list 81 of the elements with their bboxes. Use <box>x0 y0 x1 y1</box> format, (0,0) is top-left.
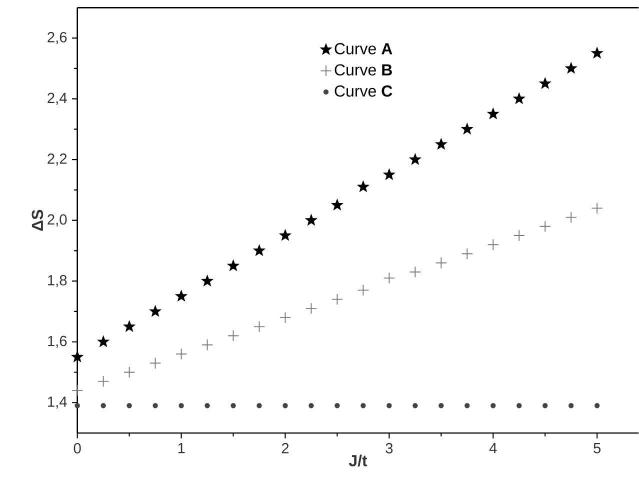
point <box>150 306 161 316</box>
point <box>98 336 109 347</box>
y-tick-label: 2,6 <box>48 32 67 44</box>
point <box>436 138 447 150</box>
y-tick-label: 1,6 <box>48 336 67 348</box>
point <box>175 348 188 360</box>
point <box>461 248 473 260</box>
legend-label: Curve C <box>334 85 392 97</box>
point <box>98 376 110 388</box>
point <box>568 403 574 408</box>
point <box>202 275 213 286</box>
x-tick-label: 0 <box>74 443 81 454</box>
legend-label: Curve A <box>334 43 392 54</box>
point <box>280 230 291 240</box>
point <box>227 330 240 342</box>
point <box>386 403 392 408</box>
point <box>331 294 344 306</box>
x-axis-title: J/t <box>348 454 368 466</box>
point <box>308 403 314 408</box>
point <box>435 257 447 269</box>
y-tick-label: 2,0 <box>48 214 67 226</box>
point <box>490 403 496 408</box>
point <box>256 403 262 408</box>
point <box>542 403 548 408</box>
point <box>358 181 369 192</box>
x-tick-label: 5 <box>594 443 601 454</box>
x-tick-label: 4 <box>489 443 497 454</box>
point <box>72 384 84 396</box>
point <box>488 108 499 119</box>
point <box>410 154 421 164</box>
legend-label: Curve B <box>334 64 392 76</box>
y-tick-label: 1,8 <box>48 275 67 288</box>
point <box>516 403 522 408</box>
y-tick-label: 2,2 <box>48 154 67 166</box>
point <box>282 403 288 408</box>
point <box>305 302 318 314</box>
point <box>228 260 239 271</box>
point <box>152 403 158 408</box>
point <box>409 266 421 278</box>
point <box>204 403 210 408</box>
point <box>201 339 214 351</box>
point <box>592 47 603 58</box>
y-axis-title: ΔS <box>32 210 44 231</box>
point <box>72 351 83 362</box>
point <box>540 78 551 88</box>
point <box>565 211 577 224</box>
point <box>253 320 266 332</box>
point <box>591 202 603 214</box>
point <box>384 168 395 180</box>
x-tick-label: 1 <box>178 443 185 454</box>
point <box>566 62 577 74</box>
point <box>126 403 132 408</box>
point <box>357 284 369 296</box>
y-tick-label: 1,4 <box>48 396 67 409</box>
point <box>254 244 265 256</box>
point <box>306 214 317 226</box>
point <box>360 403 366 408</box>
point <box>230 403 236 408</box>
point <box>412 403 418 408</box>
point <box>334 403 340 408</box>
point <box>594 403 600 408</box>
point <box>279 312 292 324</box>
point <box>438 403 444 408</box>
point <box>514 92 525 104</box>
point <box>124 366 136 378</box>
point <box>383 272 395 284</box>
point <box>464 403 470 408</box>
point <box>176 290 187 302</box>
point <box>74 403 80 408</box>
point <box>332 199 343 210</box>
point <box>149 357 162 369</box>
point <box>539 220 551 232</box>
point <box>100 403 106 408</box>
point <box>462 123 473 134</box>
point <box>178 403 184 408</box>
point <box>513 230 525 242</box>
y-tick-label: 2,4 <box>48 92 67 105</box>
point <box>124 320 135 332</box>
x-tick-label: 2 <box>282 443 289 454</box>
x-tick-label: 3 <box>386 443 393 454</box>
point <box>487 238 499 250</box>
